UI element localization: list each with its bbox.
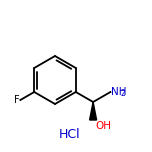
Polygon shape — [90, 102, 97, 120]
Text: F: F — [14, 95, 19, 105]
Text: 2: 2 — [121, 89, 126, 98]
Text: NH: NH — [111, 87, 127, 97]
Text: OH: OH — [95, 121, 111, 131]
Text: HCl: HCl — [59, 128, 81, 140]
